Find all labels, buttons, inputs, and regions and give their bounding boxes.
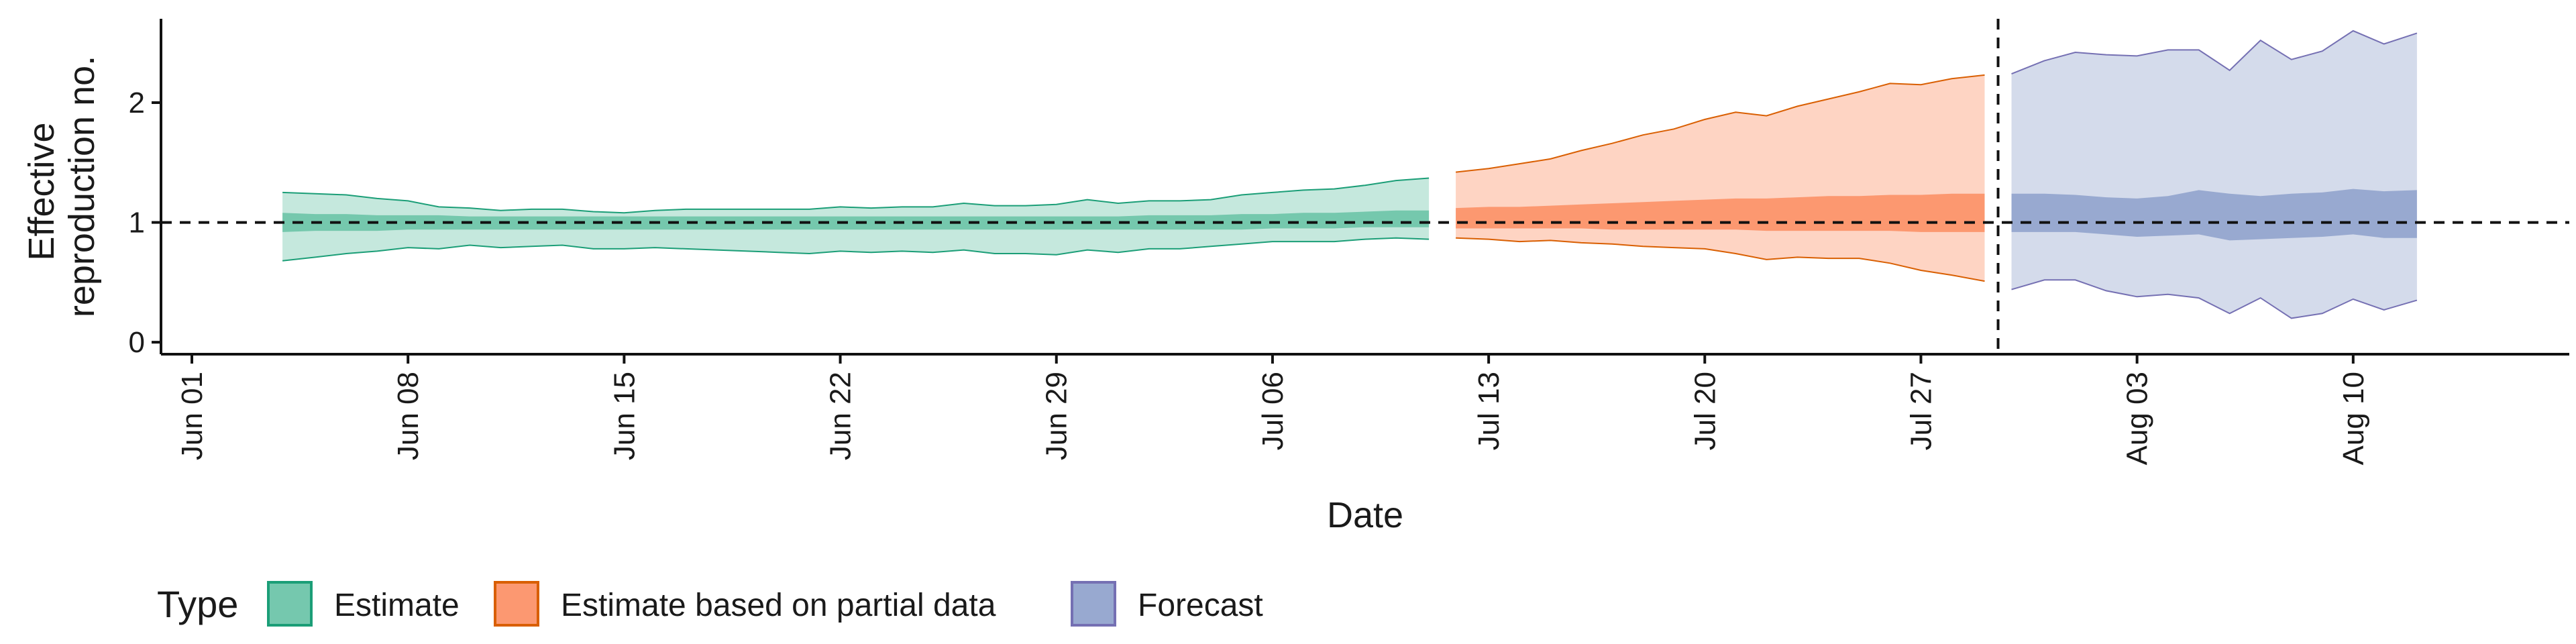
x-tick-label-0: Jun 01 (176, 372, 209, 460)
x-tick-label-8: Jul 27 (1904, 372, 1937, 450)
legend-label-estimate: Estimate (334, 588, 460, 623)
y-tick-label-0: 0 (129, 326, 145, 359)
legend-items: Estimate Estimate based on partial data Fo… (267, 581, 1263, 627)
y-axis-title-line-2: reproduction no. (62, 56, 102, 317)
x-tick-label-1: Jun 08 (392, 372, 425, 460)
band-90-partial-data (1456, 74, 1985, 282)
band-90-upper-edge-forecast (2011, 30, 2418, 75)
band-50-forecast (2011, 189, 2417, 241)
x-tick-label-3: Jun 22 (824, 372, 857, 460)
legend-key-partial-data (494, 581, 539, 627)
x-tick-label-4: Jun 29 (1040, 372, 1073, 460)
x-axis-title: Date (1327, 495, 1403, 535)
y-tick-label-1: 1 (129, 207, 145, 239)
legend: Type Estimate Estimate based on partial d… (157, 581, 1263, 627)
x-tick-label-6: Jul 13 (1472, 372, 1505, 450)
legend-label-partial-data: Estimate based on partial data (561, 588, 996, 623)
legend-key-estimate (267, 581, 313, 627)
legend-label-forecast: Forecast (1138, 588, 1263, 623)
x-axis: Jun 01 Jun 08 Jun 15 Jun 22 Jun 29 Jul 06 Jul … (161, 353, 2569, 465)
band-50-estimate (282, 210, 1430, 232)
band-90-upper-edge-partial-data (1455, 74, 1985, 173)
y-axis: 0 1 2 (129, 19, 162, 359)
band-90-lower-edge-forecast (2011, 279, 2418, 319)
y-axis-title-line-1: Effective (21, 122, 62, 260)
credible-interval-90-layer (282, 30, 2418, 319)
band-90-forecast (2011, 30, 2417, 319)
x-tick-label-7: Jul 20 (1688, 372, 1721, 450)
x-tick-label-5: Jul 06 (1256, 372, 1289, 450)
band-90-lower-edge-partial-data (1456, 237, 1985, 282)
band-90-upper-edge-estimate (282, 177, 1430, 214)
y-tick-label-2: 2 (129, 87, 145, 119)
y-axis-title: Effective reproduction no. (21, 56, 102, 317)
x-tick-label-10: Aug 10 (2337, 372, 2370, 465)
legend-title: Type (157, 583, 238, 625)
legend-key-forecast (1071, 581, 1116, 627)
x-tick-label-2: Jun 15 (608, 372, 641, 460)
band-90-lower-edge-estimate (282, 237, 1430, 262)
x-tick-label-9: Aug 03 (2121, 372, 2154, 465)
